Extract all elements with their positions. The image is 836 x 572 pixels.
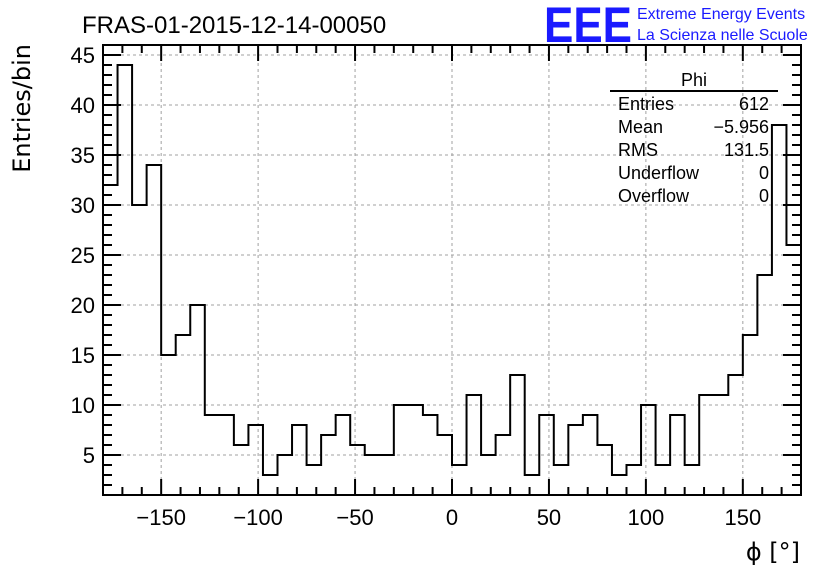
y-tick-label: 20 xyxy=(71,293,95,318)
y-tick-label: 15 xyxy=(71,343,95,368)
stats-row-label: Underflow xyxy=(618,163,700,183)
logo-mark: EEE xyxy=(544,0,632,53)
y-tick-label: 35 xyxy=(71,143,95,168)
stats-row-value: 612 xyxy=(739,94,769,114)
axis-ticks xyxy=(102,44,802,495)
stats-row-label: Overflow xyxy=(618,186,690,206)
histogram-outline xyxy=(103,64,801,476)
stats-row-value: −5.956 xyxy=(713,117,769,137)
x-axis-label: ϕ [°] xyxy=(746,538,800,566)
x-tick-labels: −150 −100 −50 0 50 100 150 xyxy=(136,505,761,530)
stats-title: Phi xyxy=(681,70,707,90)
y-tick-label: 5 xyxy=(83,443,95,468)
y-tick-labels: 5 10 15 20 25 30 35 40 45 xyxy=(71,43,95,468)
x-tick-label: 50 xyxy=(537,505,561,530)
stats-rows: Entries 612 Mean −5.956 RMS 131.5 Underflow 0 Ov… xyxy=(618,94,769,206)
x-tick-label: 0 xyxy=(446,505,458,530)
y-tick-label: 30 xyxy=(71,193,95,218)
grid xyxy=(103,45,801,495)
logo-line-2: La Scienza nelle Scuole xyxy=(637,27,808,44)
stats-row-value: 0 xyxy=(759,163,769,183)
stats-row-label: Mean xyxy=(618,117,663,137)
eee-logo: EEE Extreme Energy Events La Scienza nel… xyxy=(544,0,808,53)
y-tick-label: 40 xyxy=(71,93,95,118)
x-tick-label: −100 xyxy=(233,505,283,530)
x-tick-label: 150 xyxy=(724,505,761,530)
stats-row-label: RMS xyxy=(618,140,658,160)
x-tick-label: −150 xyxy=(136,505,186,530)
stats-row-value: 131.5 xyxy=(724,140,769,160)
x-tick-label: −50 xyxy=(336,505,373,530)
chart-title: FRAS-01-2015-12-14-00050 xyxy=(82,12,386,39)
stats-box: Phi Entries 612 Mean −5.956 RMS 131.5 Underflo… xyxy=(610,70,778,206)
x-tick-label: 100 xyxy=(628,505,665,530)
stats-row-label: Entries xyxy=(618,94,674,114)
stats-row-value: 0 xyxy=(759,186,769,206)
y-tick-label: 25 xyxy=(71,243,95,268)
y-axis-label: Entries/bin xyxy=(8,44,36,173)
y-tick-label: 10 xyxy=(71,393,95,418)
y-tick-label: 45 xyxy=(71,43,95,68)
logo-line-1: Extreme Energy Events xyxy=(637,6,805,23)
